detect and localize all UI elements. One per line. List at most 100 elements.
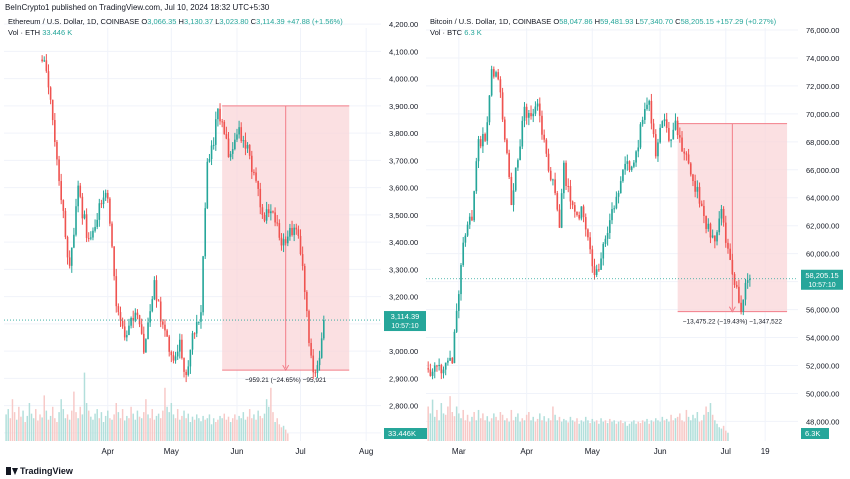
y-tick-label: 4,100.00 (389, 47, 418, 56)
candle-body (556, 193, 559, 210)
volume-bar (15, 419, 18, 441)
candle-body (255, 172, 257, 181)
volume-bar (111, 419, 113, 441)
candle-body (75, 206, 77, 235)
candle-body (308, 311, 310, 343)
volume-bar (598, 423, 600, 441)
candle-body (276, 222, 279, 224)
candle-body (202, 256, 204, 313)
volume-bar (725, 430, 727, 441)
volume-bar (183, 410, 185, 441)
candle-body (464, 235, 467, 243)
y-tick-label: 2,800.00 (389, 402, 418, 411)
x-tick-label: Mar (452, 447, 466, 456)
legend-segment: L (215, 17, 219, 26)
candle-body (187, 366, 190, 375)
candle-body (238, 127, 240, 135)
volume-bar (545, 421, 548, 441)
volume-bar (172, 414, 175, 441)
volume-bar (694, 418, 696, 441)
candle-body (208, 159, 211, 162)
candle-body (121, 320, 124, 327)
volume-bar (650, 420, 653, 441)
candle-body (650, 100, 653, 124)
volume-bar (280, 427, 283, 441)
volume-bar (628, 423, 631, 441)
candle-body (147, 322, 149, 340)
volume-bar (644, 421, 646, 441)
candle-body (589, 237, 591, 250)
y-tick-label: 3,000.00 (389, 347, 418, 356)
legend-segment: H (595, 17, 600, 26)
volume-bar (157, 413, 160, 441)
volume-bar (449, 396, 451, 441)
volume-bar (622, 423, 624, 441)
candle-body (512, 190, 515, 205)
candle-body (731, 259, 734, 275)
candle-body (62, 200, 65, 211)
candle-body (567, 185, 570, 187)
symbol-legend: Ethereum / U.S. Dollar, 1D, COINBASE O3,… (8, 17, 343, 26)
candle-body (170, 351, 173, 356)
volume-bar (556, 420, 559, 441)
volume-bar (646, 418, 648, 441)
volume-bar (145, 399, 147, 441)
volume-bar (519, 421, 521, 441)
volume-bar (665, 418, 668, 441)
volume-bar (436, 409, 438, 441)
candle-body (66, 237, 69, 258)
volume-bar (615, 423, 618, 441)
candle-body (705, 215, 707, 229)
candle-body (714, 235, 716, 242)
volume-bar (134, 419, 137, 441)
candle-body (624, 163, 626, 170)
volume-bar (506, 418, 508, 441)
candle-body (132, 317, 135, 321)
candle-body (267, 209, 270, 214)
candle-body (231, 149, 234, 154)
candle-body (248, 144, 251, 156)
candle-body (742, 299, 745, 312)
candle-body (641, 119, 644, 125)
volume-bar (22, 410, 24, 441)
volume-bar (159, 418, 162, 441)
volume-bar (530, 420, 532, 441)
candle-body (639, 124, 642, 148)
volume-bar (639, 423, 642, 441)
volume-bar (493, 413, 495, 441)
candle-body (694, 181, 696, 192)
candle-body (303, 265, 306, 293)
candle-body (172, 355, 175, 361)
candle-body (495, 72, 497, 77)
volume-bar (604, 420, 607, 441)
volume-bar (659, 421, 661, 441)
candle-body (280, 237, 283, 246)
candle-body (648, 100, 651, 105)
candle-body (646, 104, 648, 110)
candle-body (576, 211, 578, 215)
legend-segment: 33.446 K (42, 28, 72, 37)
tradingview-brand: TradingView (20, 466, 73, 476)
volume-bar (153, 419, 156, 441)
candle-body (670, 139, 672, 141)
candle-body (206, 161, 209, 209)
candle-body (193, 333, 196, 335)
volume-bar (458, 413, 460, 441)
candle-body (716, 232, 718, 242)
candle-body (724, 222, 727, 243)
x-tick-label: Aug (359, 447, 373, 456)
volume-bar (451, 412, 454, 441)
volume-bar (236, 419, 238, 441)
candle-body (659, 127, 661, 143)
candle-body (60, 181, 62, 201)
volume-bar (576, 418, 578, 441)
volume-bar (24, 422, 26, 441)
candle-body (580, 206, 583, 219)
candle-body (64, 210, 67, 238)
y-tick-label: 3,600.00 (389, 184, 418, 193)
volume-bar (626, 425, 629, 441)
candle-body (299, 235, 302, 255)
volume-bar (37, 420, 39, 441)
y-tick-label: 66,000.00 (806, 166, 839, 175)
